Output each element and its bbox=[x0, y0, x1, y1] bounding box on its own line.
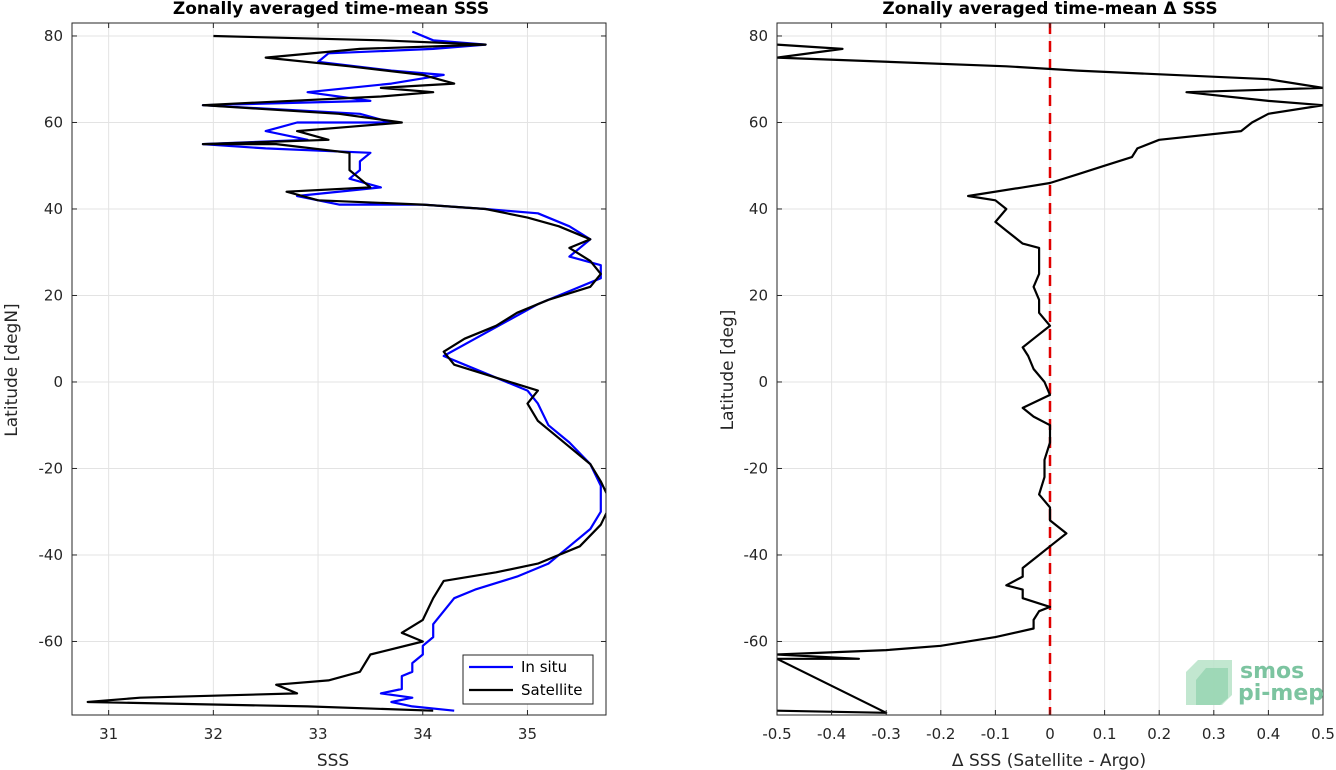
legend-label-satellite: Satellite bbox=[521, 681, 582, 699]
right-y-tick-label: -20 bbox=[744, 459, 769, 477]
right-y-tick-label: 0 bbox=[758, 373, 768, 391]
left-x-tick-label: 34 bbox=[413, 725, 432, 743]
left-y-tick-label: 0 bbox=[53, 373, 63, 391]
legend: In situ Satellite bbox=[462, 654, 594, 705]
right-x-tick-label: 0.5 bbox=[1311, 725, 1335, 743]
left-chart-panel: Zonally averaged time-mean SSS SSS Latit… bbox=[2, 0, 607, 770]
left-y-tick-label: -20 bbox=[39, 459, 64, 477]
right-x-tick-label: -0.4 bbox=[817, 725, 846, 743]
right-x-tick-label: 0 bbox=[1045, 725, 1055, 743]
right-x-tick-label: -0.2 bbox=[926, 725, 955, 743]
left-grid bbox=[72, 23, 606, 715]
left-axes-box bbox=[71, 22, 607, 716]
left-y-tick-label: 80 bbox=[44, 27, 63, 45]
right-y-tick-label: -60 bbox=[744, 632, 769, 650]
logo-text-line2: pi-mep bbox=[1238, 681, 1324, 706]
right-y-tick-label: 80 bbox=[749, 27, 768, 45]
left-x-tick-label: 32 bbox=[204, 725, 223, 743]
right-y-axis-label: Latitude [deg] bbox=[718, 310, 738, 431]
left-y-tick-label: 60 bbox=[44, 113, 63, 131]
left-y-axis-label: Latitude [degN] bbox=[2, 303, 22, 436]
smos-pi-mep-logo: smos pi-mep bbox=[1186, 659, 1324, 706]
right-x-tick-label: 0.2 bbox=[1147, 725, 1171, 743]
right-y-tick-label: 20 bbox=[749, 286, 768, 304]
right-y-tick-label: 60 bbox=[749, 113, 768, 131]
right-x-axis-label: Δ SSS (Satellite - Argo) bbox=[952, 751, 1146, 770]
right-x-tick-label: -0.1 bbox=[981, 725, 1010, 743]
left-x-tick-label: 31 bbox=[99, 725, 118, 743]
right-chart-title: Zonally averaged time-mean Δ SSS bbox=[882, 0, 1217, 19]
logo-mark-layer-icon bbox=[1196, 668, 1228, 705]
left-chart-title: Zonally averaged time-mean SSS bbox=[173, 0, 489, 19]
left-y-tick-label: -60 bbox=[39, 632, 64, 650]
right-chart-panel: Zonally averaged time-mean Δ SSS Δ SSS (… bbox=[718, 0, 1335, 770]
left-x-tick-label: 33 bbox=[309, 725, 328, 743]
left-y-tick-label: -40 bbox=[39, 546, 64, 564]
left-series-line-satellite bbox=[86, 34, 606, 712]
right-x-tick-label: 0.1 bbox=[1093, 725, 1117, 743]
legend-box bbox=[462, 654, 594, 705]
right-x-tick-label: -0.3 bbox=[872, 725, 901, 743]
left-x-tick-label: 35 bbox=[518, 725, 537, 743]
right-x-tick-label: -0.5 bbox=[762, 725, 791, 743]
right-x-tick-label: 0.4 bbox=[1256, 725, 1280, 743]
right-x-tick-label: 0.3 bbox=[1202, 725, 1226, 743]
right-y-tick-label: 40 bbox=[749, 200, 768, 218]
left-y-tick-label: 40 bbox=[44, 200, 63, 218]
left-y-tick-label: 20 bbox=[44, 286, 63, 304]
left-plot-area bbox=[72, 23, 606, 715]
logo-text-line1: smos bbox=[1240, 659, 1304, 684]
right-series-line-delta-sss bbox=[777, 43, 1323, 714]
left-x-axis-label: SSS bbox=[317, 751, 349, 770]
legend-label-in-situ: In situ bbox=[521, 658, 567, 676]
right-y-tick-label: -40 bbox=[744, 546, 769, 564]
